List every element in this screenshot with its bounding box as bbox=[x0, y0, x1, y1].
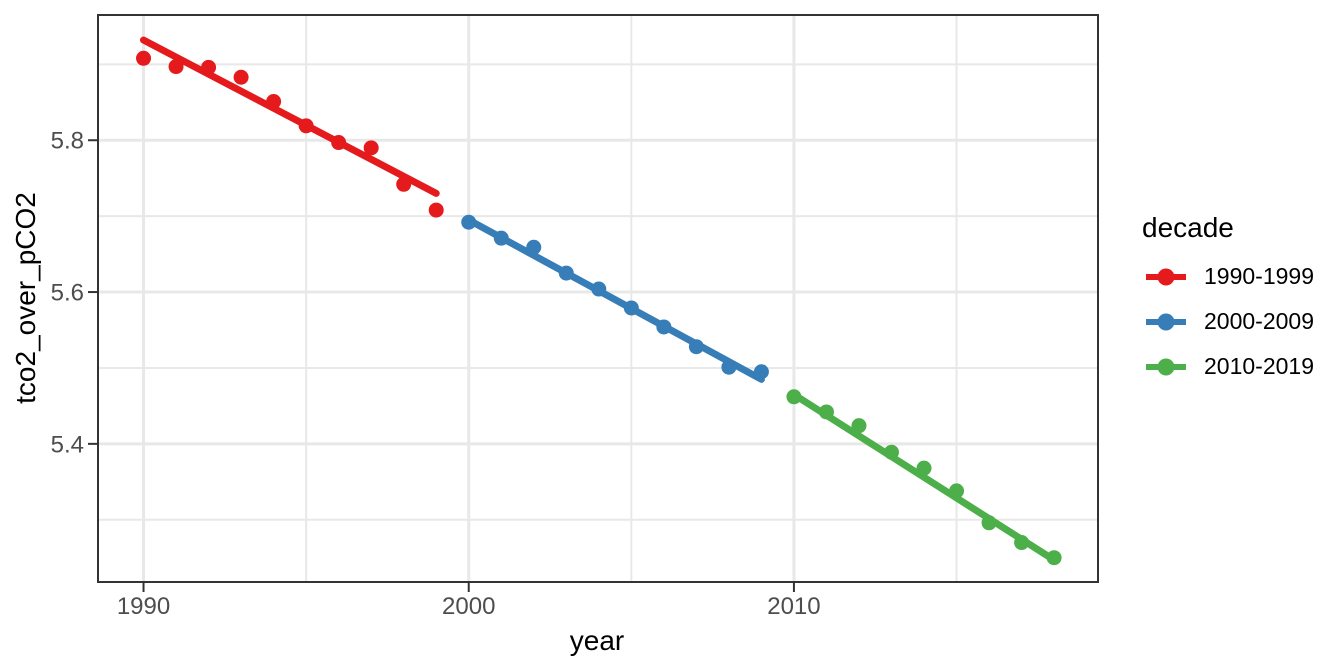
panel-border bbox=[97, 14, 1099, 583]
x-tick-label: 2000 bbox=[442, 593, 495, 620]
x-axis-title: year bbox=[569, 625, 625, 656]
data-point bbox=[266, 94, 282, 110]
data-point bbox=[981, 515, 997, 531]
data-point bbox=[331, 135, 347, 151]
data-point bbox=[201, 59, 217, 75]
legend: decade 1990-1999 2000-2009 2010-2019 bbox=[1142, 211, 1314, 389]
data-point bbox=[493, 230, 509, 246]
y-axis-title: tco2_over_pCO2 bbox=[10, 192, 41, 404]
data-point bbox=[526, 239, 542, 255]
data-point bbox=[753, 364, 769, 380]
data-point bbox=[818, 404, 834, 420]
legend-key-icon bbox=[1146, 313, 1186, 330]
data-point bbox=[558, 265, 574, 281]
data-point bbox=[298, 118, 314, 134]
trend-line bbox=[140, 36, 440, 197]
data-point bbox=[656, 319, 672, 335]
legend-label: 2000-2009 bbox=[1204, 308, 1314, 334]
legend-label: 2010-2019 bbox=[1204, 353, 1314, 379]
data-point bbox=[623, 300, 639, 316]
data-point bbox=[591, 281, 607, 297]
data-point bbox=[428, 202, 444, 218]
data-point bbox=[1046, 550, 1062, 566]
x-tick-label: 1990 bbox=[117, 593, 170, 620]
y-tick-label: 5.4 bbox=[51, 431, 84, 458]
legend-item: 2010-2019 bbox=[1142, 344, 1314, 389]
y-tick-label: 5.8 bbox=[51, 128, 84, 155]
data-point bbox=[363, 140, 379, 156]
data-point bbox=[851, 418, 867, 434]
trend-line bbox=[790, 391, 1058, 564]
legend-label: 1990-1999 bbox=[1204, 263, 1314, 289]
data-point bbox=[949, 483, 965, 499]
legend-key-icon bbox=[1146, 268, 1186, 285]
data-point bbox=[1014, 535, 1030, 551]
legend-item: 1990-1999 bbox=[1142, 254, 1314, 299]
data-point bbox=[461, 214, 477, 230]
trend-line bbox=[465, 216, 765, 383]
data-point bbox=[721, 359, 737, 375]
data-point bbox=[916, 460, 932, 476]
data-point bbox=[136, 50, 152, 66]
data-point bbox=[786, 389, 802, 405]
x-tick-label: 2010 bbox=[767, 593, 820, 620]
data-point bbox=[233, 69, 249, 85]
data-point bbox=[168, 59, 184, 75]
data-point bbox=[396, 176, 412, 192]
data-point bbox=[883, 444, 899, 460]
y-tick-label: 5.6 bbox=[51, 280, 84, 307]
legend-items: 1990-1999 2000-2009 2010-2019 bbox=[1142, 254, 1314, 389]
legend-key-icon bbox=[1146, 358, 1186, 375]
data-point bbox=[688, 339, 704, 355]
legend-item: 2000-2009 bbox=[1142, 299, 1314, 344]
legend-title: decade bbox=[1142, 212, 1234, 243]
